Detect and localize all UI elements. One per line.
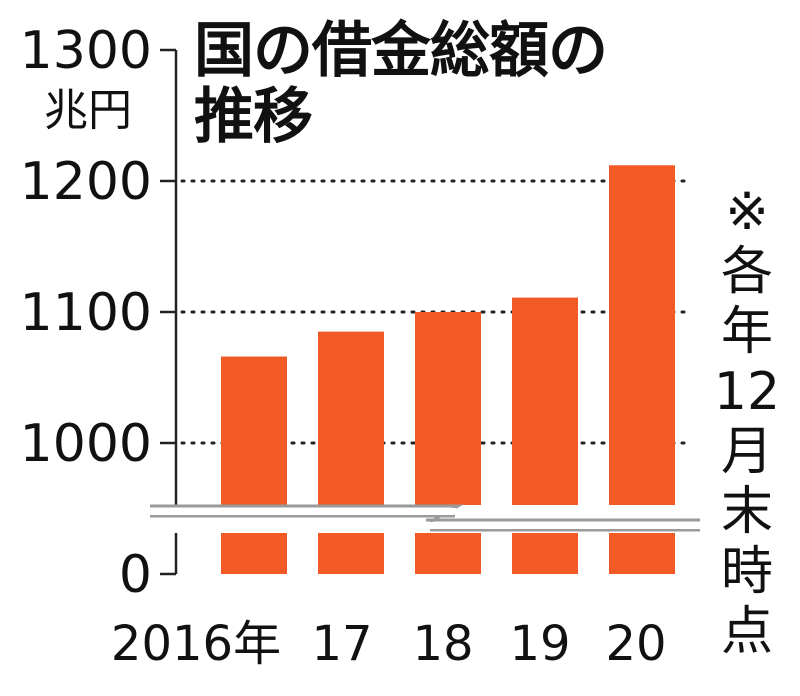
y-tick-label: 1000 <box>20 414 152 474</box>
x-tick-label: 19 <box>509 616 570 672</box>
note-char: 時 <box>720 542 773 602</box>
bar <box>318 331 384 574</box>
note-char: 各 <box>720 242 773 302</box>
note-char: ※ <box>725 182 769 242</box>
y-tick-label: 1200 <box>20 152 152 212</box>
y-tick-label: 1100 <box>20 283 152 343</box>
note-char: 年 <box>720 302 773 362</box>
x-tick-label: 2016年 <box>111 616 281 672</box>
y-axis-unit: 兆円 <box>44 85 132 136</box>
y-tick-label: 0 <box>119 545 152 605</box>
chart-note: ※ 各 年 12 月 末 時 点 <box>712 182 782 662</box>
chart-title: 国の借金総額の推移 <box>194 16 608 152</box>
note-char: 月 <box>720 422 773 482</box>
axis-break-fill <box>150 508 456 515</box>
note-char: 12 <box>713 362 781 422</box>
axis-break-fill <box>430 522 700 529</box>
x-tick-label: 17 <box>311 616 372 672</box>
bar <box>415 312 481 574</box>
x-tick-label: 20 <box>605 616 666 672</box>
bar <box>221 356 287 574</box>
x-tick-label: 18 <box>412 616 473 672</box>
note-char: 末 <box>720 482 773 542</box>
note-char: 点 <box>720 602 773 662</box>
y-tick-label: 1300 <box>20 21 152 81</box>
